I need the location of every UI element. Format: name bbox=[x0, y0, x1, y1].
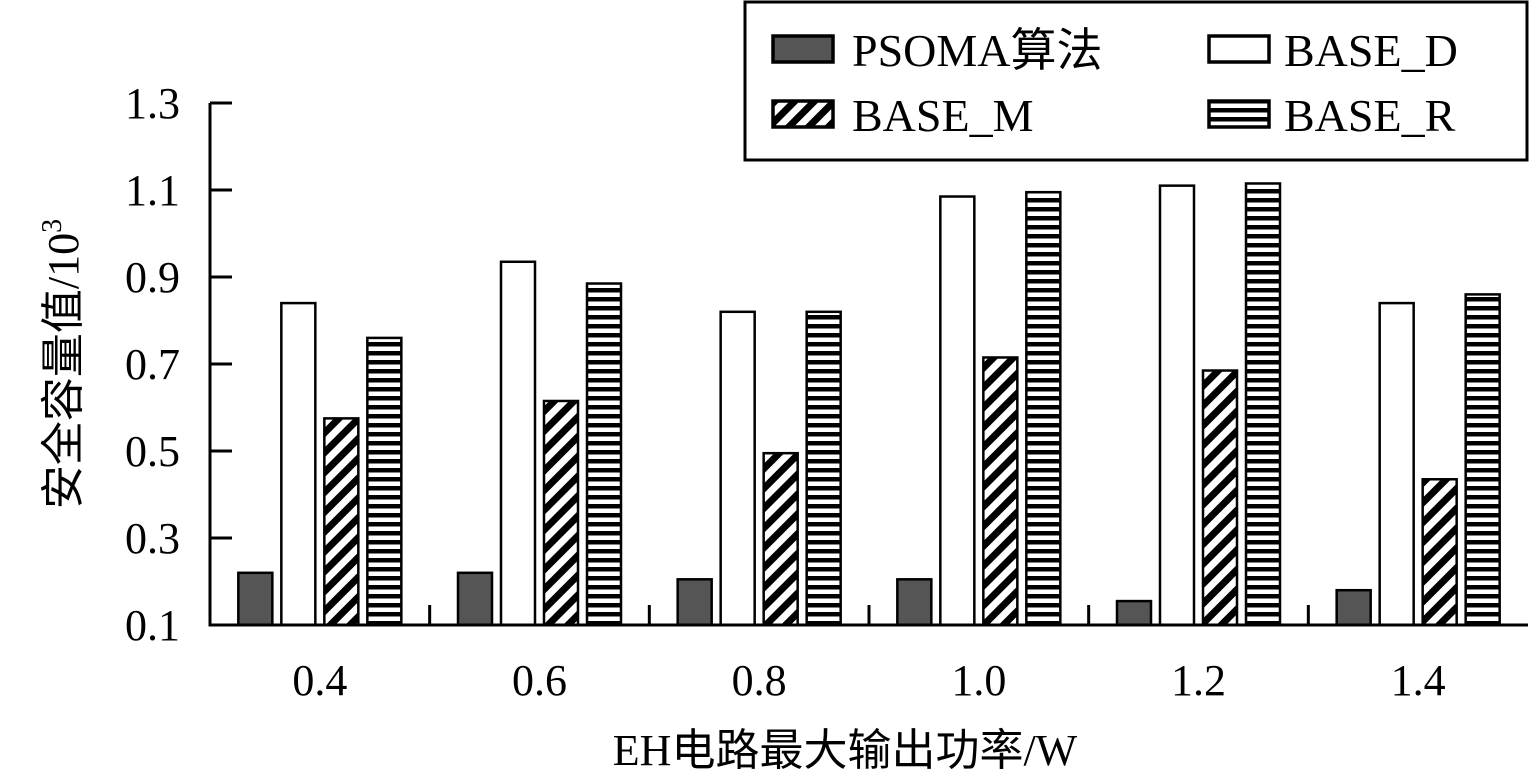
bar-base-d-0.8 bbox=[719, 310, 756, 627]
bar-base-d-1.4 bbox=[1378, 301, 1415, 627]
bar-psoma--0.8 bbox=[676, 578, 713, 627]
y-ticks: 0.1 0.3 0.5 0.7 0.9 1.1 1.3 bbox=[125, 79, 232, 650]
legend-label: BASE_M bbox=[852, 90, 1033, 141]
bar-base-d-0.6 bbox=[499, 260, 537, 627]
x-tick-label: 0.8 bbox=[732, 656, 787, 705]
bar-base-r-0.8 bbox=[805, 310, 842, 627]
legend-label: BASE_R bbox=[1284, 90, 1456, 141]
y-tick-label: 0.5 bbox=[125, 427, 180, 476]
legend-swatch bbox=[1207, 34, 1271, 64]
x-axis-title: EH电路最大输出功率/W bbox=[613, 726, 1078, 775]
x-ticks: 0.4 0.6 0.8 1.0 1.2 1.4 bbox=[292, 605, 1446, 705]
y-axis-title-superscript: 3 bbox=[37, 219, 68, 233]
bar-base-r-1.2 bbox=[1244, 182, 1282, 627]
y-tick-label: 0.9 bbox=[125, 253, 180, 302]
bar-base-m-0.4 bbox=[323, 417, 360, 627]
legend-swatch bbox=[771, 34, 835, 64]
legend-items: PSOMA算法 BASE_D BASE_M BASE_R bbox=[771, 25, 1458, 141]
legend-box bbox=[743, 0, 1529, 162]
x-tick-label: 1.0 bbox=[951, 656, 1006, 705]
bar-base-m-1.4 bbox=[1421, 478, 1458, 627]
bars-layer bbox=[237, 182, 1501, 627]
bar-psoma--1.2 bbox=[1115, 599, 1153, 627]
bar-base-m-1.2 bbox=[1201, 369, 1239, 627]
legend-label: BASE_D bbox=[1284, 25, 1458, 76]
legend-label: PSOMA算法 bbox=[852, 25, 1103, 76]
y-axis-title: 安全容量值/103 bbox=[37, 219, 88, 509]
y-tick-label: 1.1 bbox=[125, 166, 180, 215]
legend: PSOMA算法 BASE_D BASE_M BASE_R bbox=[743, 0, 1529, 162]
bar-base-d-1.0 bbox=[939, 195, 976, 627]
bar-base-m-1.0 bbox=[982, 356, 1019, 627]
x-tick-label: 0.4 bbox=[292, 656, 347, 705]
bar-psoma--1.4 bbox=[1335, 588, 1372, 627]
y-tick-label: 0.3 bbox=[125, 514, 180, 563]
bar-psoma--0.4 bbox=[237, 571, 274, 627]
bar-base-r-1.4 bbox=[1464, 293, 1501, 627]
bar-base-r-1.0 bbox=[1025, 190, 1062, 627]
bar-base-d-0.4 bbox=[280, 301, 317, 627]
y-tick-label: 1.3 bbox=[125, 79, 180, 128]
x-tick-label: 0.6 bbox=[512, 656, 567, 705]
x-tick-label: 1.4 bbox=[1391, 656, 1446, 705]
x-tick-label: 1.2 bbox=[1171, 656, 1226, 705]
legend-swatch bbox=[1207, 99, 1271, 129]
y-tick-label: 0.1 bbox=[125, 601, 180, 650]
y-axis-title-main: 安全容量值/10 bbox=[39, 233, 88, 509]
y-tick-label: 0.7 bbox=[125, 340, 180, 389]
legend-swatch bbox=[771, 99, 835, 129]
bar-psoma--1.0 bbox=[896, 578, 933, 627]
bar-base-r-0.4 bbox=[366, 336, 403, 627]
bar-base-r-0.6 bbox=[585, 282, 623, 627]
axes-layer bbox=[208, 103, 1528, 627]
bar-base-m-0.6 bbox=[542, 399, 580, 627]
bar-base-m-0.8 bbox=[762, 451, 799, 627]
bar-psoma--0.6 bbox=[456, 571, 494, 627]
bar-base-d-1.2 bbox=[1158, 184, 1196, 627]
